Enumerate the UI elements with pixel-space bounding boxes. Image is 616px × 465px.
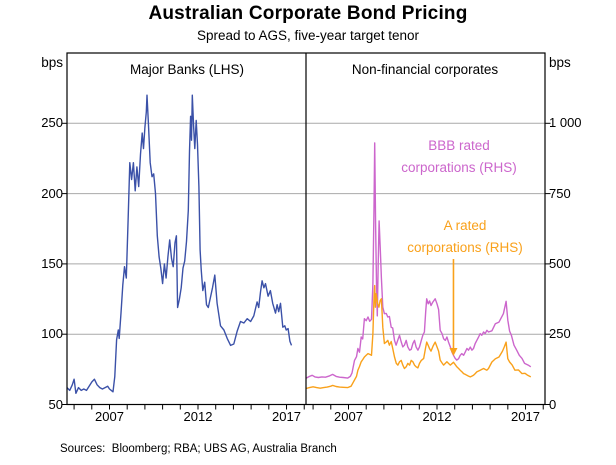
a-rated-line — [305, 284, 532, 390]
bbb-series-label-line2: corporations (RHS) — [401, 160, 517, 175]
left-y-tick-label-150: 150 — [41, 255, 63, 271]
right-y-tick-label-0: 0 — [549, 396, 557, 412]
x-tick-label-left-2017: 2017 — [272, 409, 301, 424]
right-axis-unit-label: bps — [549, 55, 571, 70]
left-panel-title: Major Banks (LHS) — [129, 62, 245, 77]
right-y-tick-label-500: 500 — [549, 255, 571, 271]
a-rated-series-label: A rated corporations (RHS) — [360, 215, 570, 259]
a-rated-annotation-arrowhead — [449, 348, 458, 356]
x-tick-label-right-2007: 2007 — [334, 409, 363, 424]
page-title: Australian Corporate Bond Pricing — [148, 3, 468, 24]
right-y-tick-label-250: 250 — [549, 326, 571, 342]
x-tick-label-right-2017: 2017 — [511, 409, 540, 424]
left-y-tick-label-200: 200 — [41, 185, 63, 201]
major-banks-line — [66, 94, 293, 394]
left-y-tick-label-50: 50 — [48, 396, 63, 412]
bbb-line — [305, 142, 532, 379]
chart-subtitle: Spread to AGS, five-year target tenor — [196, 28, 420, 43]
sources-note: Sources: Bloomberg; RBA; UBS AG, Austral… — [60, 443, 337, 455]
a-rated-series-label-line1: A rated — [443, 218, 487, 233]
a-rated-series-label-line2: corporations (RHS) — [407, 240, 523, 255]
left-axis-unit-label: bps — [41, 55, 63, 70]
right-panel-title: Non-financial corporates — [351, 62, 499, 77]
bbb-series-label: BBB rated corporations (RHS) — [354, 135, 564, 179]
left-y-tick-label-250: 250 — [41, 115, 63, 131]
right-y-tick-label-1000: 1 000 — [549, 115, 582, 131]
left-y-tick-label-100: 100 — [41, 326, 63, 342]
x-tick-label-left-2012: 2012 — [183, 409, 213, 424]
right-y-tick-label-750: 750 — [549, 185, 571, 201]
bbb-series-label-line1: BBB rated — [428, 138, 490, 153]
x-tick-label-right-2012: 2012 — [422, 409, 452, 424]
x-tick-label-left-2007: 2007 — [95, 409, 124, 424]
